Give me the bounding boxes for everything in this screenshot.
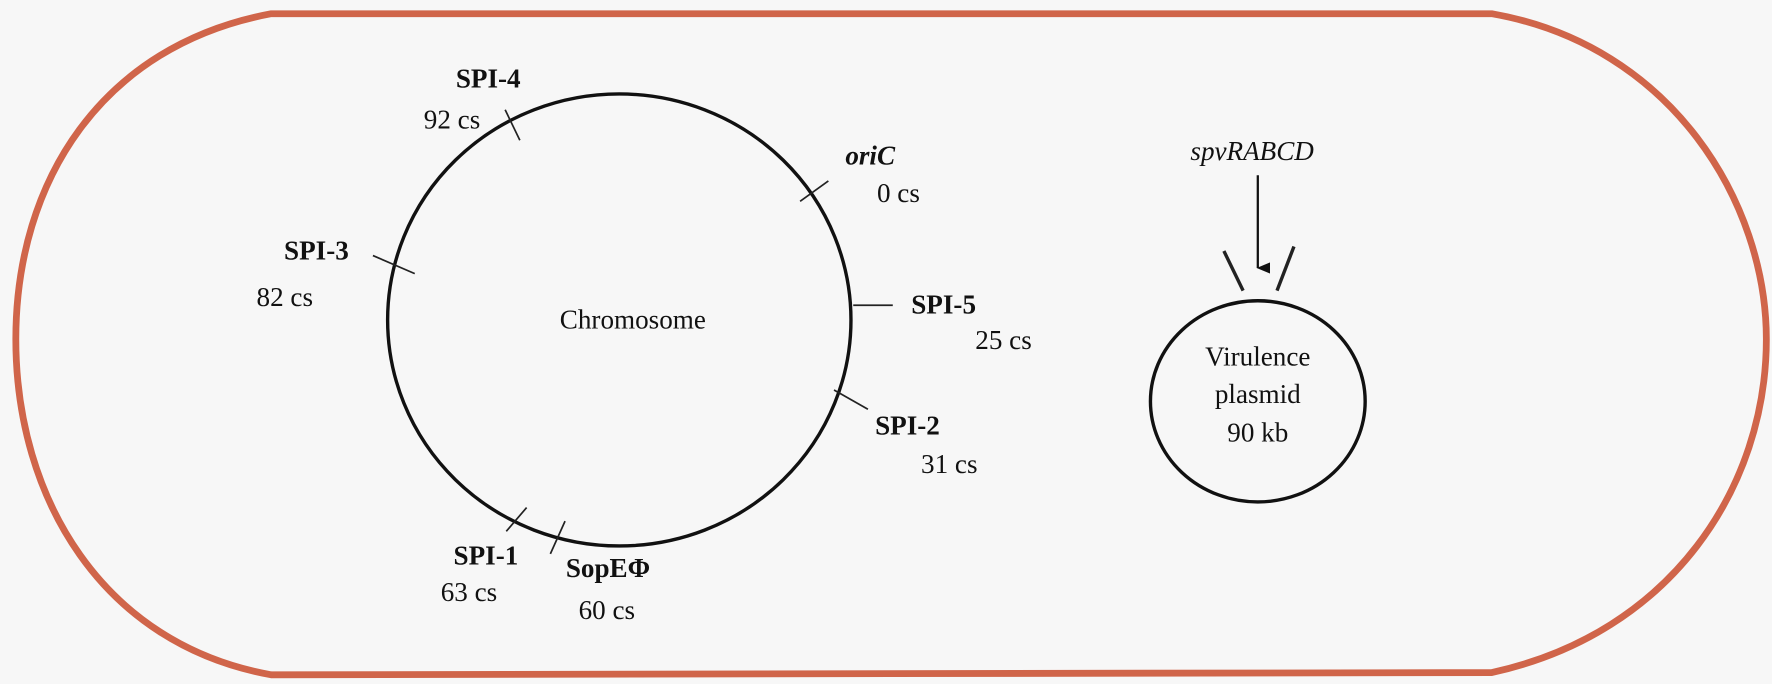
marker-position: 0 cs <box>877 178 920 208</box>
marker-name: SPI-2 <box>875 411 940 441</box>
marker-tick <box>372 254 416 275</box>
marker-name: SPI-5 <box>911 290 976 320</box>
plasmid-label: 90 kb <box>1227 417 1288 447</box>
cell-outline <box>12 10 1770 679</box>
plasmid-label: plasmid <box>1215 379 1301 409</box>
gene-label: spvRABCD <box>1190 136 1314 166</box>
marker-position: 92 cs <box>424 104 480 134</box>
plasmid-circle <box>1148 299 1367 504</box>
chromosome-circle <box>385 92 853 548</box>
marker-position: 82 cs <box>257 282 313 312</box>
plasmid-tick <box>1222 250 1245 292</box>
marker-name: oriC <box>845 141 896 171</box>
marker-name: SopEΦ <box>566 553 650 583</box>
plasmid-tick <box>1275 245 1296 292</box>
marker-name: SPI-1 <box>454 541 519 571</box>
marker-position: 31 cs <box>921 449 977 479</box>
marker-tick <box>505 507 528 532</box>
marker-name: SPI-3 <box>284 236 349 266</box>
marker-name: SPI-4 <box>456 64 521 94</box>
plasmid-label: Virulence <box>1205 342 1310 372</box>
marker-tick <box>549 520 566 555</box>
marker-position: 63 cs <box>441 577 497 607</box>
marker-tick <box>833 389 869 410</box>
marker-tick <box>799 180 829 202</box>
marker-position: 60 cs <box>579 595 635 625</box>
marker-position: 25 cs <box>975 325 1031 355</box>
chromosome-label: Chromosome <box>560 304 706 334</box>
marker-tick <box>504 109 521 141</box>
